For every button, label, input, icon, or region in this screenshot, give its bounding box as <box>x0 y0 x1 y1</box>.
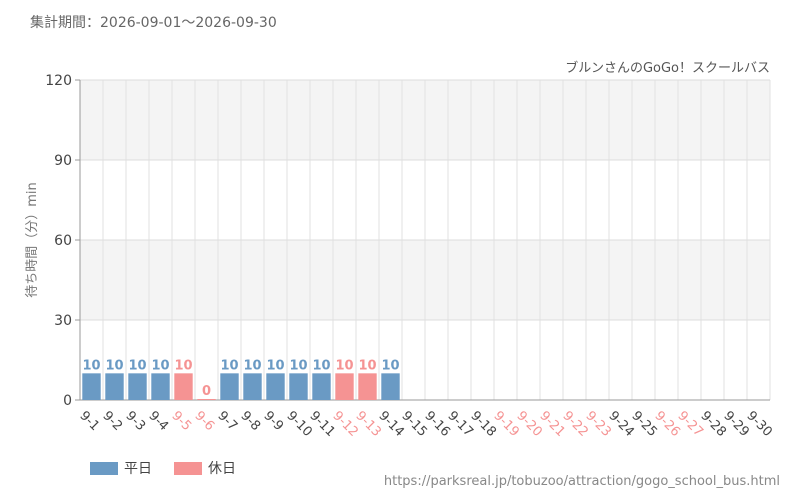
bar <box>174 373 193 400</box>
bar-value-label: 10 <box>289 358 307 373</box>
source-url: https://parksreal.jp/tobuzoo/attraction/… <box>383 474 780 489</box>
bar-value-label: 10 <box>220 358 238 373</box>
y-tick-label: 0 <box>63 393 72 409</box>
legend-item-holiday[interactable]: 休日 <box>174 458 236 478</box>
bar-value-label: 10 <box>243 358 261 373</box>
x-tick-label: 9-5 <box>168 408 194 434</box>
x-tick-label: 9-8 <box>237 408 263 434</box>
bar <box>105 373 124 400</box>
bar <box>151 373 170 400</box>
bar <box>289 373 308 400</box>
bar <box>312 373 331 400</box>
x-tick-label: 9-9 <box>260 408 286 434</box>
bar <box>358 373 377 400</box>
bar <box>381 373 400 400</box>
y-tick-label: 60 <box>54 233 72 249</box>
bar <box>82 373 101 400</box>
y-axis-label: 待ち時間（分）min <box>25 182 40 298</box>
bar-value-label: 0 <box>202 384 211 399</box>
legend-swatch-holiday <box>174 461 202 475</box>
x-tick-label: 9-3 <box>122 408 148 434</box>
x-tick-label: 9-6 <box>191 408 217 434</box>
bar <box>335 373 354 400</box>
bar <box>266 373 285 400</box>
legend-item-weekday[interactable]: 平日 <box>90 458 152 478</box>
y-tick-label: 90 <box>54 153 72 169</box>
legend-label-holiday: 休日 <box>208 461 236 477</box>
x-tick-label: 9-4 <box>145 408 171 434</box>
bar <box>243 373 262 400</box>
bar <box>197 399 216 400</box>
x-tick-label: 9-1 <box>76 408 102 434</box>
bar-value-label: 10 <box>105 358 123 373</box>
bar-value-label: 10 <box>266 358 284 373</box>
y-tick-label: 30 <box>54 313 72 329</box>
chart-title: ブルンさんのGoGo！スクールバス <box>565 60 770 76</box>
x-tick-label: 9-2 <box>99 408 125 434</box>
bar <box>220 373 239 400</box>
bar-value-label: 10 <box>335 358 353 373</box>
y-tick-label: 120 <box>45 73 72 89</box>
x-tick-label: 9-7 <box>214 408 240 434</box>
legend-swatch-weekday <box>90 461 118 475</box>
x-tick-label: 9-10 <box>283 408 314 439</box>
bar-value-label: 10 <box>151 358 169 373</box>
period-label: 集計期間：2026-09-01～2026-09-30 <box>30 15 277 31</box>
bar-value-label: 10 <box>174 358 192 373</box>
legend-label-weekday: 平日 <box>124 461 152 477</box>
bar-value-label: 10 <box>82 358 100 373</box>
bar <box>128 373 147 400</box>
bar-value-label: 10 <box>381 358 399 373</box>
bar-value-label: 10 <box>358 358 376 373</box>
legend: 平日 休日 <box>90 458 236 478</box>
bar-value-label: 10 <box>312 358 330 373</box>
bar-value-label: 10 <box>128 358 146 373</box>
